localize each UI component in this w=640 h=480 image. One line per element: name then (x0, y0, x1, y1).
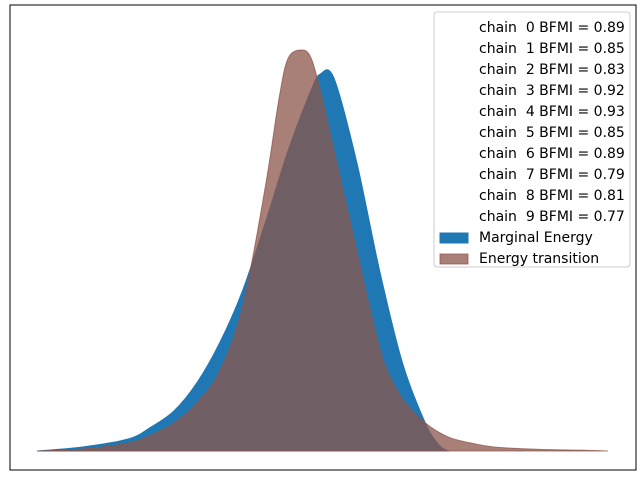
legend-bfmi-label-1: chain 1 BFMI = 0.85 (479, 41, 625, 57)
legend-bfmi-label-2: chain 2 BFMI = 0.83 (479, 62, 625, 78)
legend-bfmi-label-8: chain 8 BFMI = 0.81 (479, 188, 625, 204)
legend-bfmi-label-7: chain 7 BFMI = 0.79 (479, 167, 625, 183)
legend-bfmi-label-4: chain 4 BFMI = 0.93 (479, 104, 625, 120)
legend-bfmi-label-0: chain 0 BFMI = 0.89 (479, 20, 625, 36)
series-layer (36, 49, 609, 452)
legend-series-label-1: Energy transition (479, 251, 599, 267)
series-area-1 (36, 49, 609, 452)
legend-bfmi-label-3: chain 3 BFMI = 0.92 (479, 83, 625, 99)
legend-box (433, 11, 631, 268)
legend-bfmi-label-9: chain 9 BFMI = 0.77 (479, 209, 625, 225)
legend-swatch-0 (439, 232, 469, 244)
legend-series-label-0: Marginal Energy (479, 230, 593, 246)
legend: chain 0 BFMI = 0.89 chain 1 BFMI = 0.85 ch… (433, 11, 631, 268)
legend-swatch-1 (439, 253, 469, 265)
legend-bfmi-label-6: chain 6 BFMI = 0.89 (479, 146, 625, 162)
legend-bfmi-label-5: chain 5 BFMI = 0.85 (479, 125, 625, 141)
